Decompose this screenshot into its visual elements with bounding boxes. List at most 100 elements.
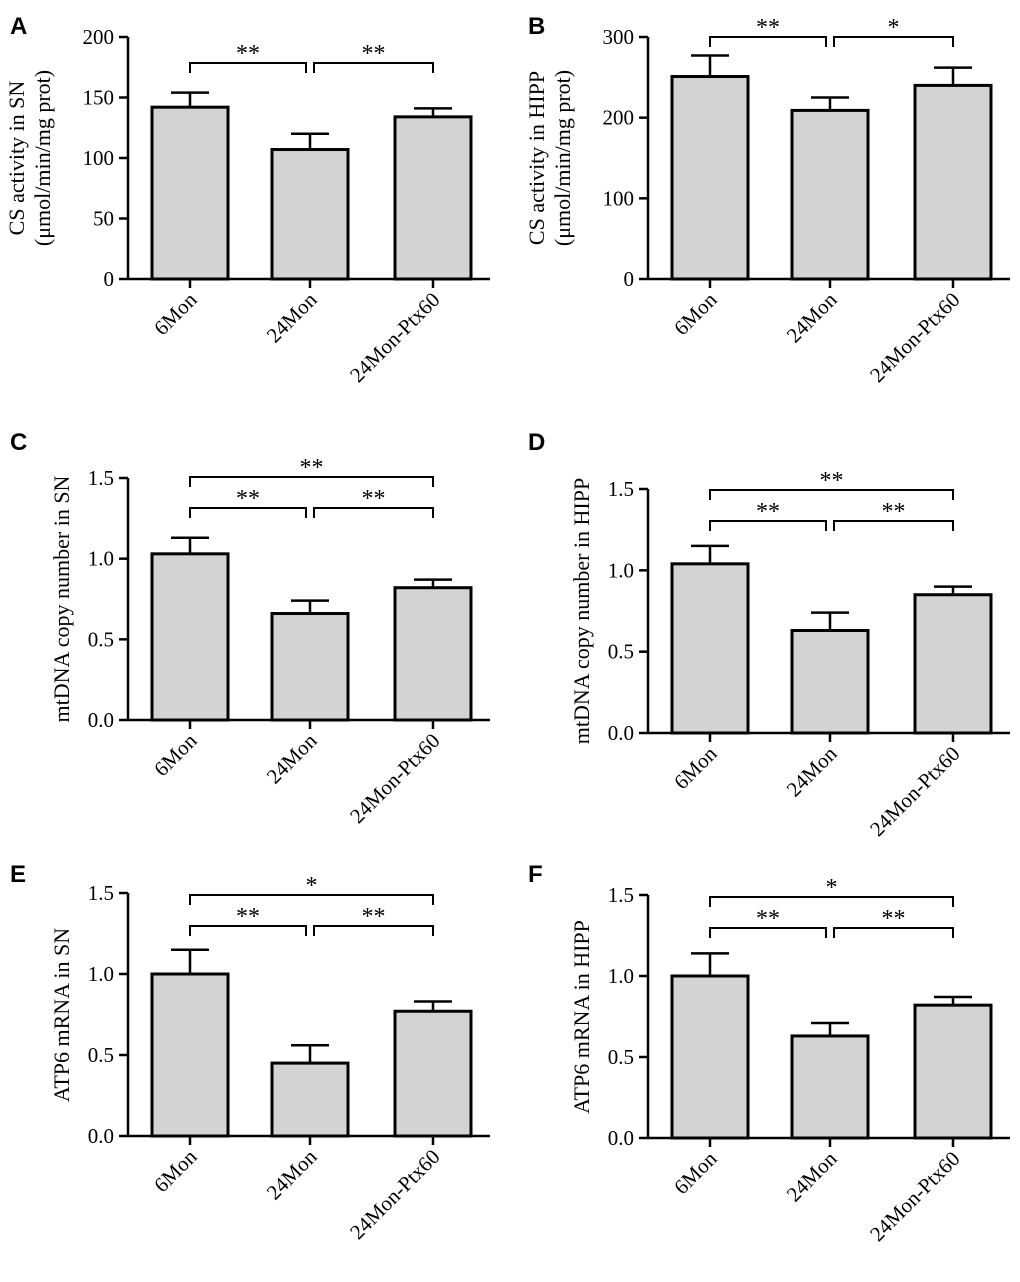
x-tick-label: 24Mon-Ptx60 xyxy=(865,742,964,841)
significance-bracket: ** xyxy=(313,486,434,518)
significance-label: ** xyxy=(362,41,386,67)
significance-bracket: ** xyxy=(313,904,434,936)
y-tick-label: 100 xyxy=(603,186,635,210)
significance-bracket: ** xyxy=(189,41,307,73)
y-tick-label: 0.5 xyxy=(608,640,634,664)
y-tick-label: 0 xyxy=(104,267,115,291)
y-axis-title: (μmol/min/mg prot) xyxy=(550,70,575,246)
x-tick-label: 6Mon xyxy=(149,287,202,340)
bar-6mon xyxy=(670,974,750,1140)
significance-label: ** xyxy=(236,486,260,512)
x-tick-label: 6Mon xyxy=(669,1146,722,1199)
bar-24mon-ptx60 xyxy=(913,83,993,281)
x-tick-label: 6Mon xyxy=(669,741,722,794)
y-tick-label: 1.5 xyxy=(88,466,114,490)
y-tick-label: 200 xyxy=(603,106,635,130)
x-tick-label: 24Mon xyxy=(262,728,322,788)
panel-letter: B xyxy=(528,13,545,40)
panel-letter: A xyxy=(10,13,27,40)
x-tick-label: 24Mon xyxy=(782,741,842,801)
significance-bracket: ** xyxy=(189,486,307,518)
significance-label: ** xyxy=(236,41,260,67)
x-tick-label: 6Mon xyxy=(149,728,202,781)
y-axis-title: ATP6 mRNA in SN xyxy=(49,928,74,1102)
y-tick-label: 0.0 xyxy=(88,1124,114,1148)
significance-label: * xyxy=(826,875,838,901)
bar-6mon xyxy=(670,75,750,281)
y-tick-label: 1.0 xyxy=(608,558,634,582)
significance-label: ** xyxy=(882,499,906,525)
significance-bracket: ** xyxy=(709,468,954,500)
y-tick-label: 100 xyxy=(83,146,115,170)
y-tick-label: 0.5 xyxy=(88,1043,114,1067)
x-tick-label: 24Mon xyxy=(782,287,842,347)
y-axis-title: mtDNA copy number in SN xyxy=(49,475,74,722)
bar-6mon xyxy=(150,105,230,281)
x-tick-label: 24Mon-Ptx60 xyxy=(345,1145,444,1244)
x-tick-label: 24Mon-Ptx60 xyxy=(345,729,444,828)
panel-b: B 0 100 200 300 CS activity in HIPP (μmol/min/… xyxy=(524,13,1010,387)
bar-24mon xyxy=(790,629,870,735)
y-tick-label: 0.0 xyxy=(608,1126,634,1150)
x-tick-label: 24Mon-Ptx60 xyxy=(865,1147,964,1246)
bar-24mon-ptx60 xyxy=(393,1009,473,1138)
y-tick-label: 0 xyxy=(624,267,635,291)
significance-bracket: * xyxy=(709,875,954,907)
y-tick-label: 0.5 xyxy=(88,627,114,651)
significance-label: ** xyxy=(362,904,386,930)
bar-24mon-ptx60 xyxy=(913,1003,993,1140)
significance-bracket: * xyxy=(833,15,954,47)
significance-label: ** xyxy=(882,906,906,932)
y-axis-title: CS activity in SN xyxy=(4,81,29,236)
y-tick-label: 1.0 xyxy=(88,547,114,571)
panel-e: E 0.0 0.5 1.0 1.5 ATP6 mRNA in SN 6Mon 24Mon 24M… xyxy=(10,861,490,1244)
bar-24mon xyxy=(790,1034,870,1140)
y-tick-label: 1.0 xyxy=(88,962,114,986)
significance-bracket: ** xyxy=(709,15,827,47)
y-tick-label: 1.5 xyxy=(608,477,634,501)
y-tick-label: 1.5 xyxy=(88,881,114,905)
y-axis-title: ATP6 mRNA in HIPP xyxy=(569,920,594,1114)
panel-f: F 0.0 0.5 1.0 1.5 ATP6 mRNA in HIPP 6Mon 24Mon 2… xyxy=(528,861,1010,1246)
bar-24mon xyxy=(270,1061,350,1138)
significance-label: ** xyxy=(236,904,260,930)
y-axis-title: (μmol/min/mg prot) xyxy=(30,70,55,246)
y-tick-label: 50 xyxy=(93,207,114,231)
y-tick-label: 0.0 xyxy=(88,708,114,732)
significance-label: ** xyxy=(362,486,386,512)
x-tick-label: 6Mon xyxy=(669,287,722,340)
bar-6mon xyxy=(670,562,750,735)
bar-24mon xyxy=(790,108,870,281)
significance-bracket: ** xyxy=(833,499,954,531)
significance-label: * xyxy=(888,15,900,41)
bar-6mon xyxy=(150,972,230,1138)
panel-letter: E xyxy=(10,861,26,888)
bar-24mon-ptx60 xyxy=(393,115,473,281)
significance-label: * xyxy=(306,873,318,899)
significance-label: ** xyxy=(756,906,780,932)
bar-24mon-ptx60 xyxy=(913,593,993,735)
x-tick-label: 6Mon xyxy=(149,1144,202,1197)
significance-bracket: * xyxy=(189,873,434,905)
y-tick-label: 1.5 xyxy=(608,883,634,907)
x-tick-label: 24Mon xyxy=(262,1144,322,1204)
panel-letter: C xyxy=(10,429,27,456)
bar-24mon-ptx60 xyxy=(393,586,473,722)
y-tick-label: 0.0 xyxy=(608,721,634,745)
panel-letter: F xyxy=(528,861,543,888)
y-axis-title: CS activity in HIPP xyxy=(524,71,549,245)
y-tick-label: 0.5 xyxy=(608,1045,634,1069)
significance-bracket: ** xyxy=(189,904,307,936)
x-tick-label: 24Mon xyxy=(782,1146,842,1206)
significance-bracket: ** xyxy=(709,499,827,531)
panel-d: D 0.0 0.5 1.0 1.5 mtDNA copy number in HIPP 6M… xyxy=(528,429,1010,841)
y-tick-label: 200 xyxy=(83,25,115,49)
significance-label: ** xyxy=(820,468,844,494)
significance-bracket: ** xyxy=(189,455,434,487)
significance-bracket: ** xyxy=(313,41,434,73)
x-tick-label: 24Mon xyxy=(262,287,322,347)
bar-24mon xyxy=(270,148,350,281)
panel-c: C 0.0 0.5 1.0 1.5 mtDNA copy number in SN 6Mon… xyxy=(10,429,490,828)
y-tick-label: 1.0 xyxy=(608,964,634,988)
y-axis-title: mtDNA copy number in HIPP xyxy=(569,478,594,744)
